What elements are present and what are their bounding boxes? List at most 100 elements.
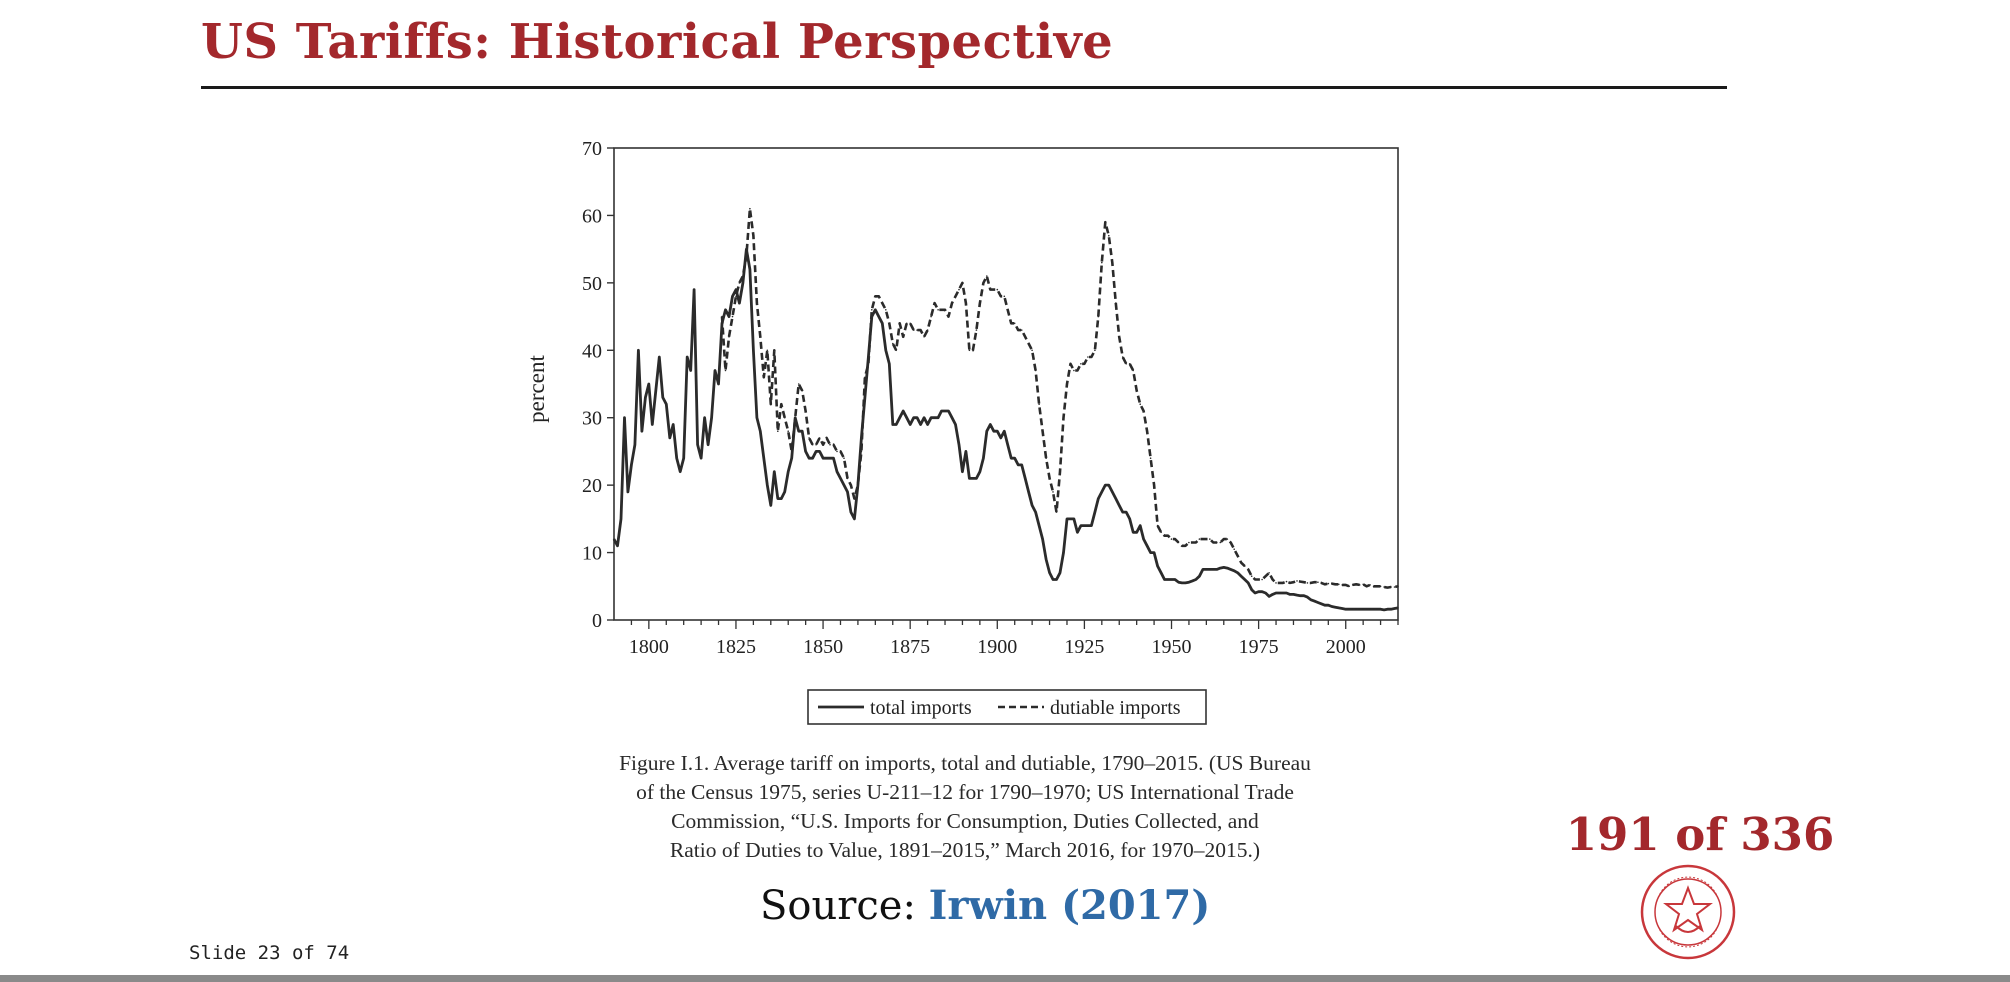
dutiable-imports-point [1209,538,1211,540]
dutiable-imports-point [850,484,852,486]
total-imports-point [1278,592,1281,594]
x-tick-label: 1900 [977,636,1017,658]
dutiable-imports-point [1289,582,1291,584]
total-imports-point [1087,524,1089,527]
dutiable-imports-point [1379,585,1382,588]
source-citation: Source: Irwin (2017) [760,882,1210,929]
dutiable-imports-point [1271,578,1274,581]
dutiable-imports-point [766,349,769,352]
dutiable-imports-point [1338,583,1340,586]
total-imports-point [689,369,692,372]
dutiable-imports-point [1160,531,1162,534]
total-imports-point [1236,572,1239,574]
total-imports-point [1108,484,1110,486]
total-imports-point [1271,593,1274,596]
total-imports-point [1080,524,1082,527]
total-imports-point [1306,596,1309,598]
dutiable-imports-point [1223,538,1225,540]
dutiable-imports-point [1139,403,1141,406]
total-imports-point [752,349,755,352]
total-imports-point [968,477,971,480]
total-imports-point [623,416,626,419]
dutiable-imports-point [1365,585,1368,588]
dutiable-imports-point [898,322,901,325]
dutiable-imports-point [905,322,908,325]
total-imports-point [902,410,904,412]
total-imports-point [804,450,807,453]
y-tick-label: 50 [582,273,602,295]
dutiable-imports-point [1254,578,1256,581]
total-imports-point [620,518,622,520]
total-imports-point [1034,511,1037,513]
total-imports-point [1013,457,1016,460]
figure-caption: Figure I.1. Average tariff on imports, t… [575,749,1355,865]
dutiable-imports-point [923,336,925,338]
dutiable-imports-point [1073,369,1075,372]
total-imports-point [808,457,810,460]
dutiable-imports-point [1118,336,1120,338]
total-imports-point [1010,457,1012,460]
dutiable-imports-point [1101,261,1103,264]
dutiable-imports-point [909,322,911,325]
dutiable-imports-point [1250,575,1253,577]
dutiable-imports-point [843,457,845,460]
total-imports-point [898,416,901,419]
total-imports-point [1003,430,1006,433]
source-link[interactable]: Irwin (2017) [928,882,1211,929]
dutiable-imports-point [1010,322,1012,325]
dutiable-imports-point [1013,322,1016,325]
total-imports-point [958,443,960,446]
y-axis-label: percent [524,355,549,423]
y-tick-label: 70 [582,138,602,160]
x-tick-label: 1950 [1152,636,1192,658]
total-imports-point [1209,568,1211,571]
total-imports-point [1355,608,1357,610]
total-imports-point [1160,572,1162,574]
dutiable-imports-point [846,477,849,480]
dutiable-imports-point [902,336,904,338]
dutiable-imports-point [1115,302,1117,304]
total-imports-point [766,484,769,486]
total-imports-point [1310,599,1312,601]
total-imports-point [1104,484,1107,486]
total-imports-point [790,457,793,460]
total-imports-point [703,416,706,419]
dutiable-imports-point [1076,369,1079,372]
dutiable-imports-point [993,288,995,291]
dutiable-imports-point [1094,349,1096,352]
total-imports-point [1188,581,1190,583]
dutiable-imports-point [874,295,877,298]
total-imports-point [811,457,814,460]
total-imports-point [1348,608,1350,610]
dutiable-imports-point [1264,575,1267,577]
dutiable-imports-point [1087,356,1089,358]
total-imports-point [937,416,939,419]
total-imports-point [634,443,636,446]
total-imports-point [787,470,789,473]
total-imports-point [954,423,957,426]
dutiable-imports-point [912,329,915,331]
dutiable-imports-point [1292,581,1295,583]
axes-layer: 0 10 20 30 40 50 60 70 1800 1825 1850 1875 1900 1925 1… [524,138,1399,658]
dutiable-imports-point [818,437,821,439]
total-imports-point [686,356,688,358]
dutiable-imports-point [1181,545,1183,547]
dutiable-imports-point [1170,538,1173,540]
dutiable-imports-point [1142,410,1145,412]
x-tick-label: 1850 [803,636,843,658]
caption-line: Figure I.1. Average tariff on imports, t… [619,751,1311,775]
total-imports-point [658,356,661,358]
dutiable-imports-point [1153,484,1155,486]
dutiable-imports-point [1090,356,1093,358]
dutiable-imports-point [1243,565,1246,567]
total-imports-point [947,410,950,412]
total-imports-point [1393,607,1396,610]
dutiable-imports-point [1393,586,1396,588]
total-imports-point [1313,600,1316,602]
total-imports-point [1111,491,1114,493]
total-imports-point [864,396,866,399]
total-imports-point [1334,606,1337,608]
dutiable-imports-point [1198,538,1201,540]
total-imports-point [665,403,668,406]
dutiable-imports-point [867,363,870,365]
